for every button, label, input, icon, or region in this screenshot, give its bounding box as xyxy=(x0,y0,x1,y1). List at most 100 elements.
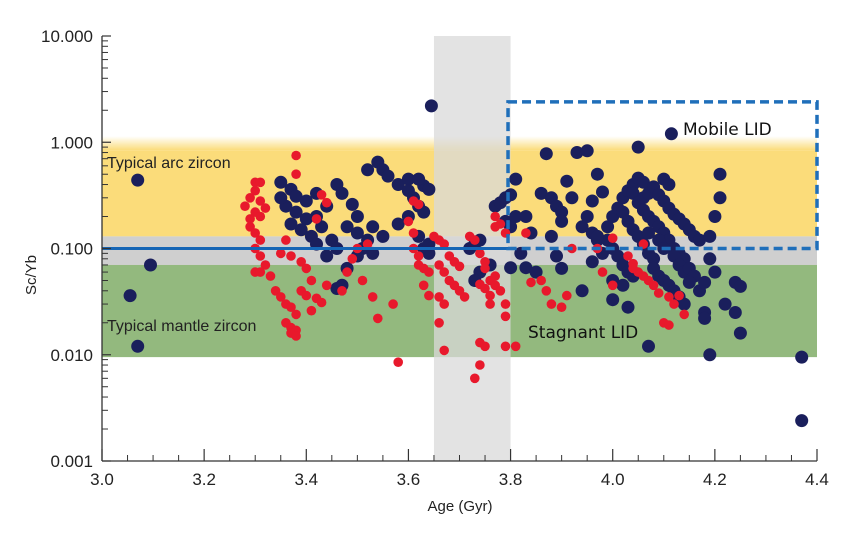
red-point xyxy=(260,260,271,270)
y-tick-label: 1.000 xyxy=(50,133,93,152)
navy-point xyxy=(519,210,533,223)
navy-point xyxy=(677,297,691,311)
mobile-lid-box xyxy=(506,100,819,251)
red-point xyxy=(291,169,301,179)
navy-point xyxy=(509,172,523,186)
data-points xyxy=(123,99,809,428)
red-point xyxy=(306,305,317,316)
navy-point xyxy=(544,229,558,243)
x-axis-title: Age (Gyr) xyxy=(427,498,492,515)
arc-zircon-label: Typical arc zircon xyxy=(107,155,231,172)
mobile-lid-label: Mobile LID xyxy=(683,120,772,140)
navy-point xyxy=(417,205,431,219)
navy-point xyxy=(698,311,712,325)
red-point xyxy=(311,214,322,224)
navy-point xyxy=(534,186,548,200)
navy-point xyxy=(422,246,436,260)
navy-point xyxy=(585,255,599,269)
red-point xyxy=(480,341,490,352)
red-point xyxy=(439,299,450,309)
red-point xyxy=(260,203,271,213)
navy-point xyxy=(381,169,395,183)
red-point xyxy=(475,248,485,259)
x-tick-label: 4.2 xyxy=(703,470,727,489)
red-point xyxy=(296,257,307,267)
navy-point xyxy=(570,146,584,159)
navy-point xyxy=(320,249,334,263)
navy-point xyxy=(274,191,288,205)
navy-point xyxy=(299,194,313,208)
red-point xyxy=(255,267,266,277)
red-point xyxy=(495,286,506,296)
x-tick-label: 3.0 xyxy=(90,470,114,489)
red-point xyxy=(664,292,674,302)
navy-point xyxy=(590,229,604,243)
red-point xyxy=(255,251,266,261)
navy-point xyxy=(621,300,635,314)
red-point xyxy=(607,233,618,243)
red-point xyxy=(434,260,444,270)
navy-point xyxy=(703,229,717,243)
navy-point xyxy=(642,226,655,240)
red-point xyxy=(541,286,552,296)
navy-point xyxy=(728,306,742,319)
red-point xyxy=(424,290,434,301)
red-point xyxy=(301,290,312,301)
navy-point xyxy=(274,175,288,189)
navy-point xyxy=(299,212,313,226)
navy-point xyxy=(539,147,553,161)
navy-point xyxy=(424,99,438,113)
navy-point xyxy=(708,265,722,279)
red-point xyxy=(434,292,444,302)
red-point xyxy=(480,283,490,294)
navy-point xyxy=(391,178,405,191)
red-point xyxy=(245,193,255,203)
red-point xyxy=(321,197,332,208)
red-point xyxy=(628,263,638,274)
navy-point xyxy=(713,191,727,205)
red-point xyxy=(286,251,296,261)
red-point xyxy=(546,299,557,309)
navy-point xyxy=(575,284,589,298)
navy-point xyxy=(580,210,594,223)
red-point xyxy=(245,214,255,224)
red-point xyxy=(255,235,266,245)
red-point xyxy=(306,275,317,286)
navy-point xyxy=(284,217,298,231)
red-point xyxy=(393,357,404,368)
red-point xyxy=(439,345,450,356)
red-point xyxy=(490,222,501,232)
red-point xyxy=(664,320,674,330)
navy-point xyxy=(131,339,145,353)
red-point xyxy=(362,239,373,249)
red-point xyxy=(597,267,608,277)
navy-point xyxy=(795,414,809,428)
red-point xyxy=(470,373,480,384)
y-tick-label: 0.010 xyxy=(50,346,93,365)
navy-point xyxy=(664,127,678,141)
navy-point xyxy=(703,252,717,266)
navy-point xyxy=(555,214,569,228)
navy-point xyxy=(565,191,579,205)
navy-point xyxy=(550,249,563,263)
navy-point xyxy=(366,246,380,260)
red-point xyxy=(316,190,327,200)
navy-point xyxy=(616,278,630,292)
navy-point xyxy=(504,188,518,202)
red-point xyxy=(281,235,291,245)
mantle-zircon-label: Typical mantle zircon xyxy=(107,318,256,335)
red-point xyxy=(562,290,572,301)
red-point xyxy=(286,302,296,313)
navy-point xyxy=(585,194,599,208)
red-point xyxy=(413,251,424,261)
red-point xyxy=(500,311,511,322)
navy-point xyxy=(123,289,137,303)
red-point xyxy=(240,201,250,211)
navy-point xyxy=(315,220,329,234)
red-point xyxy=(439,239,450,249)
x-tick-label: 4.0 xyxy=(601,470,625,489)
navy-point xyxy=(631,140,645,154)
navy-point xyxy=(682,275,696,289)
red-point xyxy=(669,299,679,309)
